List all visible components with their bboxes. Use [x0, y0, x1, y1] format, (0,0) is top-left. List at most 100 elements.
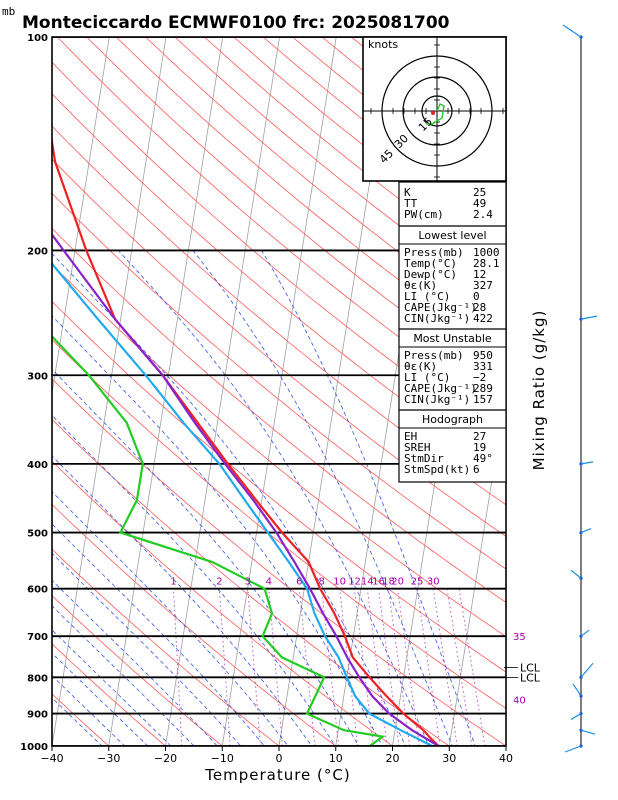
- plot-grid: [52, 37, 506, 746]
- pressure-tick-label: 700: [27, 632, 48, 643]
- dry-adiabat: [52, 227, 506, 603]
- index-value: 28.1: [473, 257, 500, 270]
- index-key: CIN(Jkg⁻¹): [404, 312, 470, 325]
- pressure-tick-label: 900: [27, 710, 48, 721]
- wind-barb: [580, 729, 596, 735]
- isotherm: [165, 37, 280, 746]
- x-tick-label: −20: [154, 752, 177, 765]
- index-value: 49: [473, 197, 486, 210]
- index-value: 19: [473, 441, 486, 454]
- series-line: [52, 334, 386, 746]
- moist-adiabat: [52, 455, 313, 746]
- index-key: CIN(Jkg⁻¹): [404, 393, 470, 406]
- mixing-ratio-line: [173, 588, 183, 746]
- wind-barb: [580, 662, 594, 678]
- pressure-tick-label: 100: [27, 33, 48, 44]
- dry-adiabat: [52, 595, 223, 746]
- wind-barb: [570, 713, 582, 721]
- isotherm: [448, 390, 506, 746]
- section-header: Hodograph: [422, 413, 483, 426]
- index-value: 1000: [473, 246, 500, 259]
- index-key: CAPE(Jkg⁻¹): [404, 382, 477, 395]
- index-value: 950: [473, 349, 493, 362]
- wind-barb: [580, 461, 594, 465]
- x-tick-label: 10: [329, 752, 343, 765]
- dry-adiabat: [52, 378, 506, 746]
- index-value: 327: [473, 279, 493, 292]
- mixing-ratio-label: 3: [245, 577, 251, 588]
- x-axis-label: Temperature (°C): [204, 766, 350, 784]
- lcl-label: LCL: [520, 671, 541, 684]
- isotherm: [52, 37, 167, 746]
- dry-adiabat: [52, 300, 506, 673]
- index-key: CAPE(Jkg⁻¹): [404, 301, 477, 314]
- hodograph-unit-label: knots: [368, 38, 398, 51]
- mixing-ratio-label: 8: [319, 577, 325, 588]
- index-key: θε(K): [404, 360, 437, 373]
- index-key: Press(mb): [404, 246, 464, 259]
- moist-adiabat: [52, 315, 383, 746]
- chart-title: Monteciccardo ECMWF0100 frc: 2025081700: [22, 13, 450, 33]
- index-key: PW(cm): [404, 208, 444, 221]
- mixing-ratio-line: [247, 588, 261, 746]
- dry-adiabat: [52, 693, 110, 746]
- x-tick-label: 30: [442, 752, 456, 765]
- moist-adiabat: [52, 552, 242, 746]
- mixing-ratio-line: [339, 588, 359, 746]
- dry-adiabat: [52, 643, 167, 746]
- dry-adiabat: [52, 548, 280, 746]
- pressure-tick-label: 300: [27, 371, 48, 382]
- mixing-ratio-side-label: 35: [513, 632, 526, 643]
- mixing-ratio-label: 30: [427, 577, 440, 588]
- index-key: StmDir: [404, 452, 444, 465]
- x-tick-label: −10: [211, 752, 234, 765]
- mixing-ratio-label: 14: [361, 577, 374, 588]
- mixing-ratio-label: 20: [391, 577, 404, 588]
- moist-adiabat: [52, 368, 360, 746]
- mixing-ratio-label: 6: [296, 577, 302, 588]
- x-tick-label: 40: [499, 752, 513, 765]
- index-key: LI (°C): [404, 371, 450, 384]
- moist-adiabat: [261, 250, 476, 746]
- x-tick-label: −40: [40, 752, 63, 765]
- index-value: 6: [473, 463, 480, 476]
- moist-adiabat: [52, 491, 289, 746]
- moist-adiabat: [52, 629, 172, 746]
- indices-frame: [398, 181, 507, 483]
- storm-motion-marker: [431, 111, 435, 115]
- dry-adiabat: [57, 37, 506, 415]
- index-key: Dewp(°C): [404, 268, 457, 281]
- mixing-ratio-line: [298, 588, 316, 746]
- dry-adiabat: [52, 158, 506, 537]
- pressure-tick-label: 400: [27, 460, 48, 471]
- hodograph-frame: [362, 36, 507, 182]
- moist-adiabat: [52, 414, 336, 746]
- index-value: 25: [473, 186, 486, 199]
- pressure-unit-label: mb: [2, 5, 15, 18]
- mixing-ratio-axis-label: Mixing Ratio (g/kg): [530, 310, 548, 471]
- mixing-ratio-label: 2: [216, 577, 222, 588]
- wind-barb: [564, 745, 582, 753]
- wind-barb: [570, 569, 582, 579]
- lcl-label: LCL: [520, 662, 541, 675]
- mixing-ratio-line: [218, 588, 231, 746]
- mixing-ratio-label: 18: [382, 577, 395, 588]
- mixing-ratio-label: 10: [333, 577, 346, 588]
- section-header: Most Unstable: [413, 332, 492, 345]
- index-value: 2.4: [473, 208, 493, 221]
- dry-adiabat: [52, 93, 506, 475]
- index-value: 27: [473, 430, 486, 443]
- mixing-ratio-label: 1: [170, 577, 176, 588]
- series-line: [52, 262, 433, 746]
- index-key: EH: [404, 430, 417, 443]
- index-key: StmSpd(kt): [404, 463, 470, 476]
- index-value: −2: [473, 371, 486, 384]
- index-key: K: [404, 186, 411, 199]
- index-value: 28: [473, 301, 486, 314]
- dry-adiabat: [52, 61, 506, 445]
- index-key: Temp(°C): [404, 257, 457, 270]
- wind-profile: [562, 24, 598, 753]
- moist-adiabat: [52, 675, 126, 746]
